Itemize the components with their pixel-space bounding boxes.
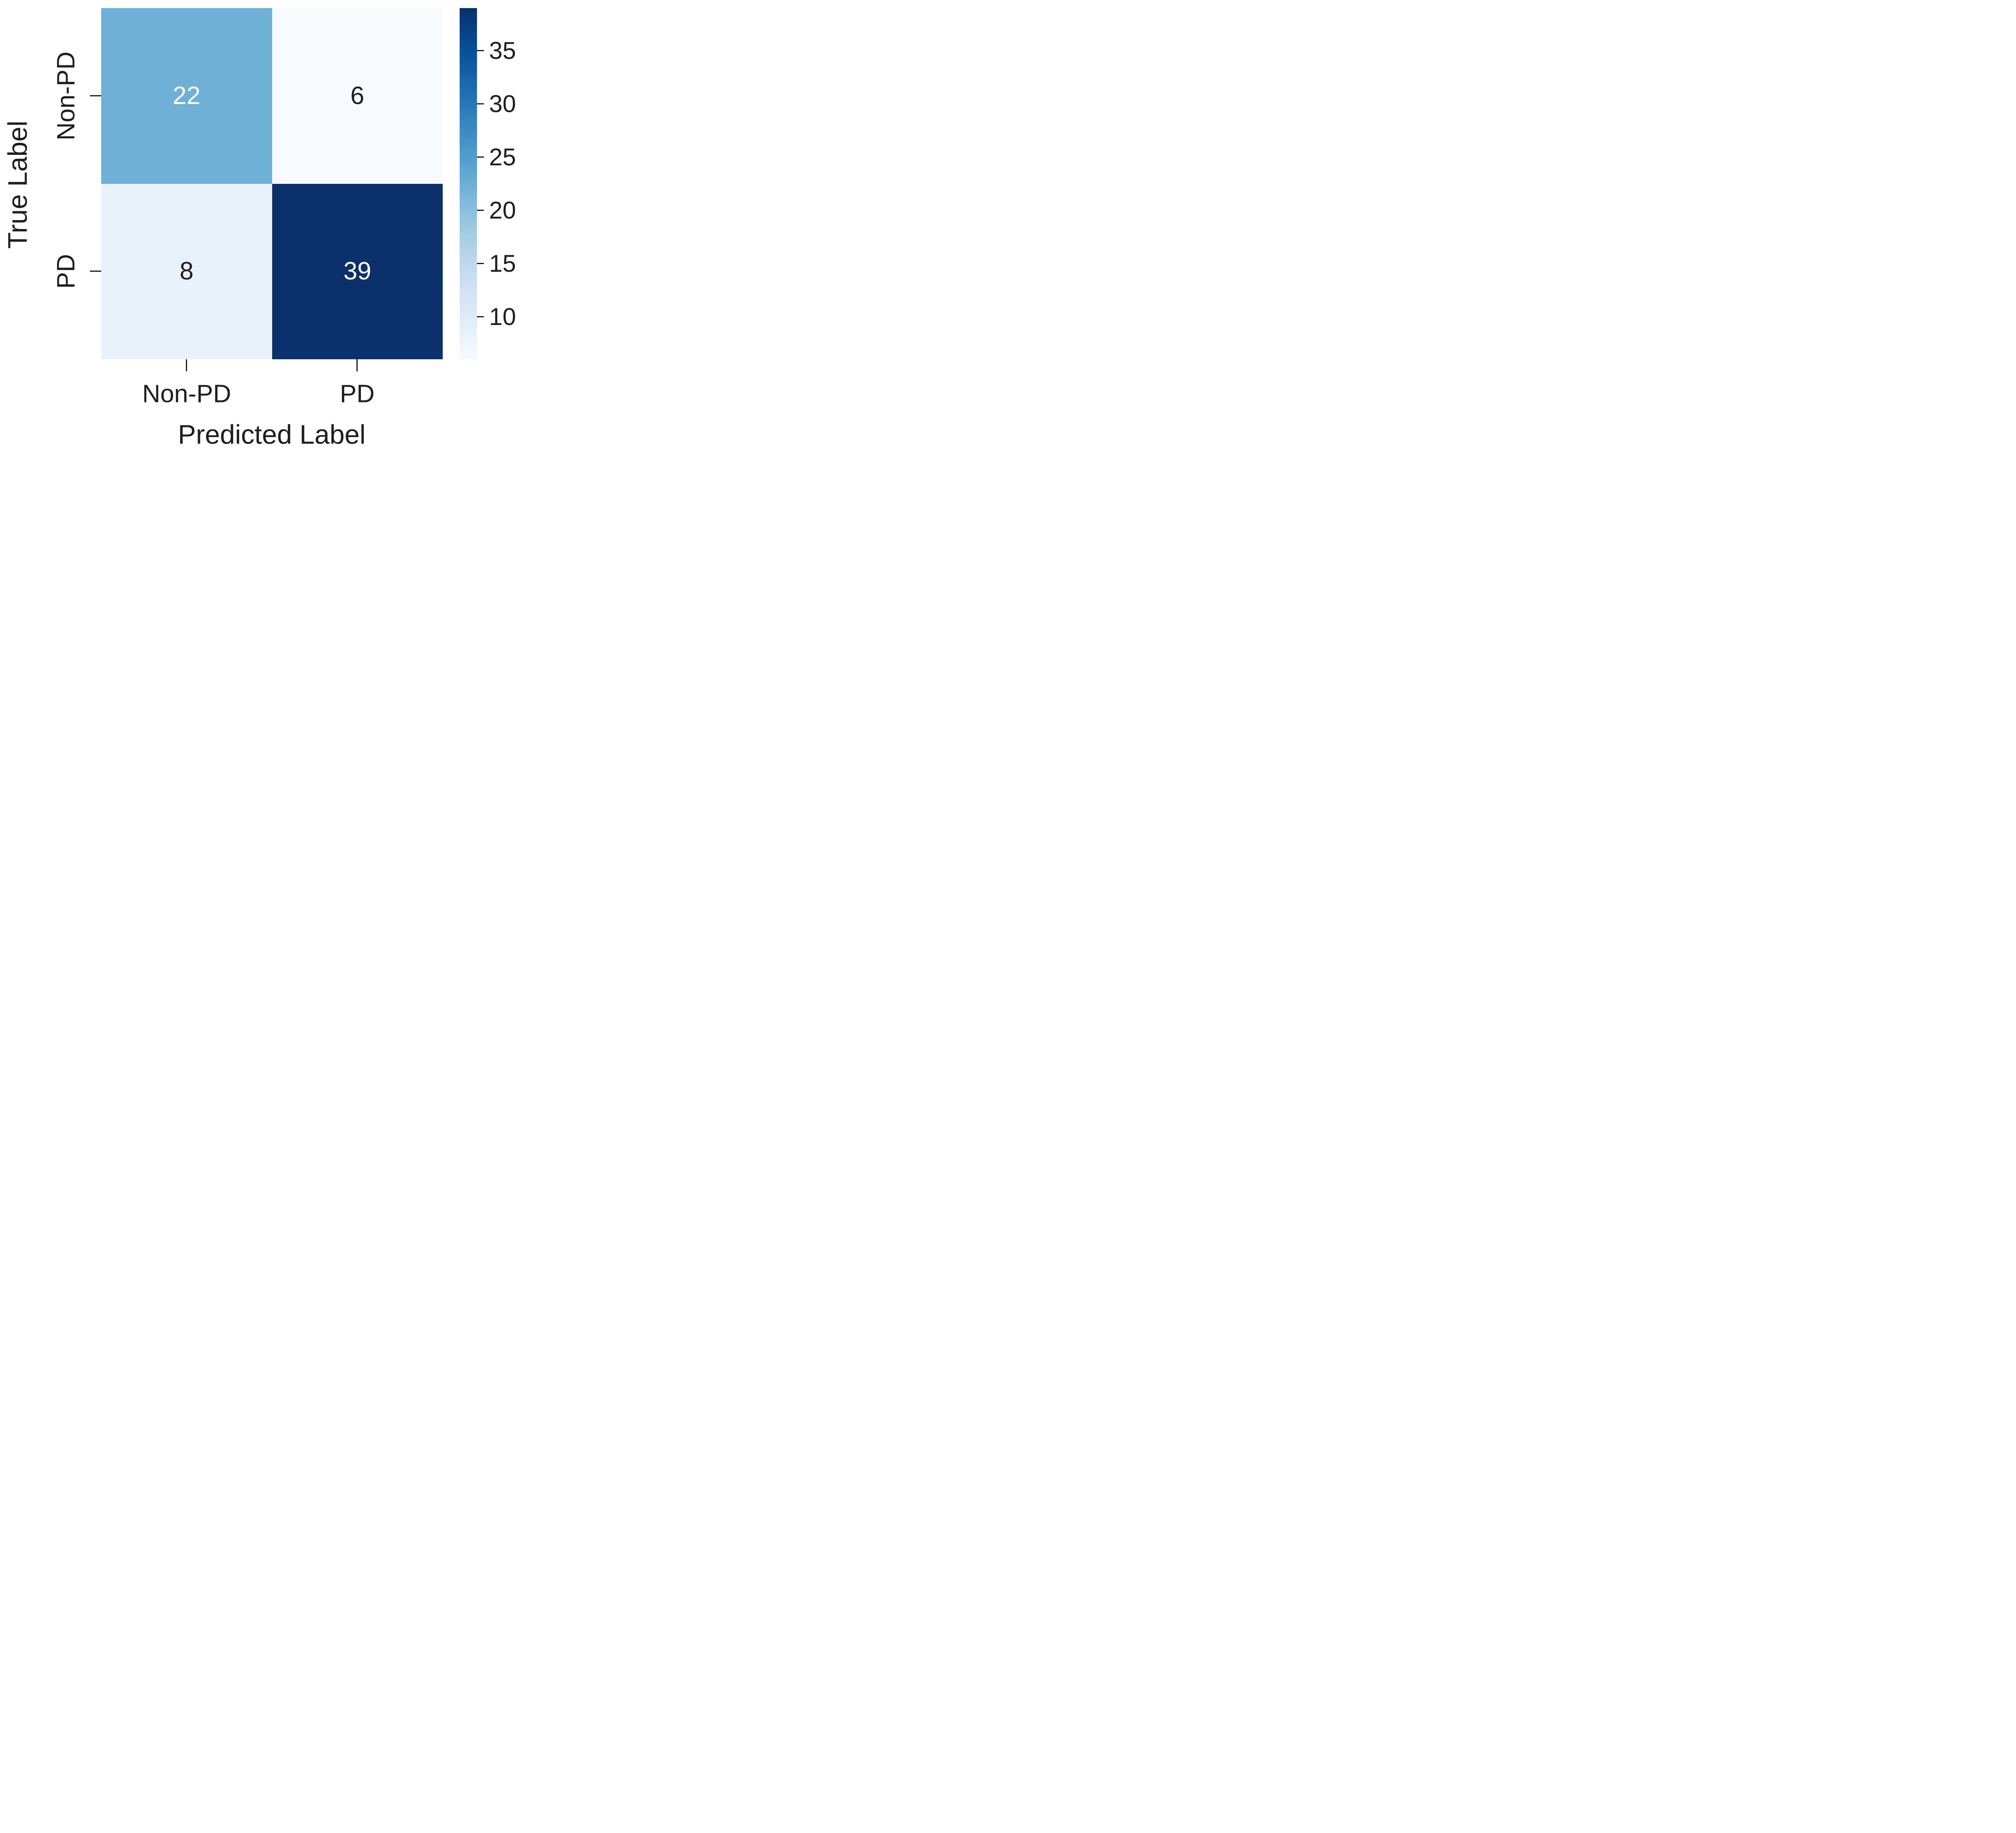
colorbar-tick-mark-15 (477, 263, 484, 264)
y-axis-title: True Label (2, 121, 33, 249)
colorbar-tick-mark-30 (477, 103, 484, 104)
colorbar-tick-label-20: 20 (489, 197, 515, 224)
colorbar-tick-mark-10 (477, 316, 484, 317)
colorbar-tick-label-35: 35 (489, 37, 515, 64)
colorbar-tick-label-10: 10 (489, 303, 515, 330)
colorbar-tick-label-25: 25 (489, 144, 515, 171)
x-tick-mark-nonpd (186, 359, 187, 371)
y-tick-mark-pd (90, 271, 101, 272)
y-tick-label-pd: PD (52, 254, 80, 289)
y-tick-mark-nonpd (90, 95, 101, 96)
cell-true-pd-pred-nonpd: 8 (101, 183, 272, 359)
colorbar-tick-mark-25 (477, 156, 484, 158)
x-tick-label-pd: PD (339, 380, 375, 408)
cell-true-nonpd-pred-nonpd: 22 (101, 8, 272, 184)
colorbar-tick-label-15: 15 (489, 250, 515, 277)
colorbar-tick-mark-35 (477, 50, 484, 51)
x-tick-mark-pd (356, 359, 358, 371)
x-axis-title: Predicted Label (178, 419, 366, 450)
colorbar-tick-mark-20 (477, 210, 484, 211)
colorbar-tick-label-30: 30 (489, 90, 515, 117)
confusion-matrix-figure: 22 6 8 39 Non-PD PD Non-PD PD Predicted … (0, 0, 515, 458)
heatmap-grid: 22 6 8 39 (101, 8, 443, 359)
cell-true-pd-pred-pd: 39 (272, 183, 443, 359)
x-tick-label-nonpd: Non-PD (142, 380, 231, 408)
y-tick-label-nonpd: Non-PD (52, 51, 80, 141)
cell-true-nonpd-pred-pd: 6 (272, 8, 443, 184)
colorbar (460, 8, 477, 359)
